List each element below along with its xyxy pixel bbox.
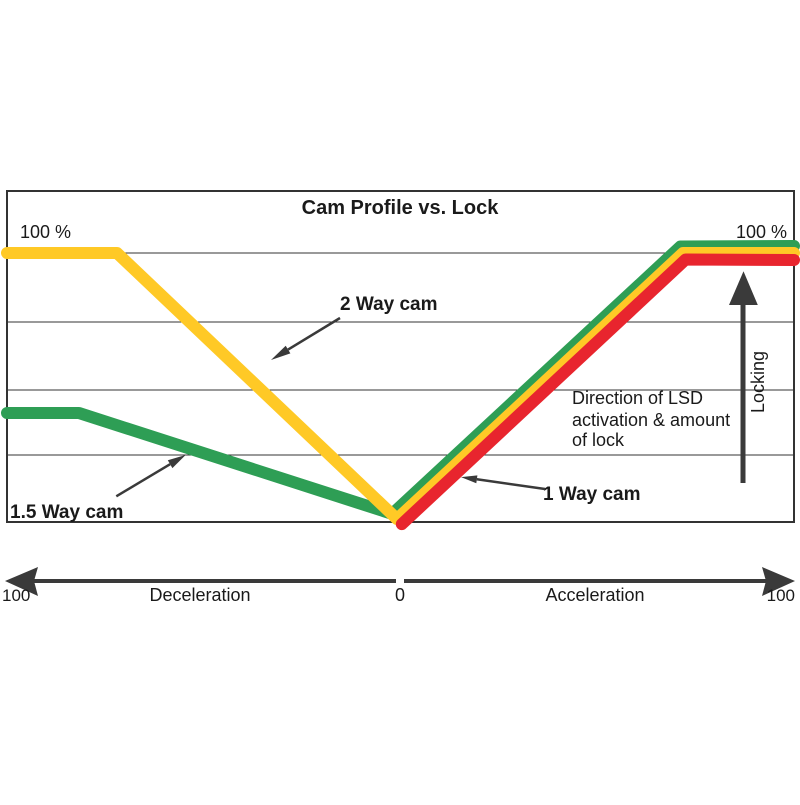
svg-text:Acceleration: Acceleration	[545, 585, 644, 605]
svg-text:Direction of LSD: Direction of LSD	[572, 388, 703, 408]
svg-text:100: 100	[2, 586, 30, 605]
svg-text:of lock: of lock	[572, 430, 625, 450]
svg-text:0: 0	[395, 585, 405, 605]
svg-text:activation & amount: activation & amount	[572, 410, 730, 430]
svg-text:100 %: 100 %	[20, 222, 71, 242]
svg-text:Cam Profile vs. Lock: Cam Profile vs. Lock	[302, 197, 500, 219]
svg-text:Locking: Locking	[748, 351, 768, 413]
svg-text:100: 100	[767, 586, 795, 605]
svg-text:1 Way cam: 1 Way cam	[543, 484, 641, 505]
svg-text:1.5 Way cam: 1.5 Way cam	[10, 502, 123, 523]
svg-text:100 %: 100 %	[736, 222, 787, 242]
svg-text:2 Way cam: 2 Way cam	[340, 294, 438, 315]
svg-text:Deceleration: Deceleration	[149, 585, 250, 605]
